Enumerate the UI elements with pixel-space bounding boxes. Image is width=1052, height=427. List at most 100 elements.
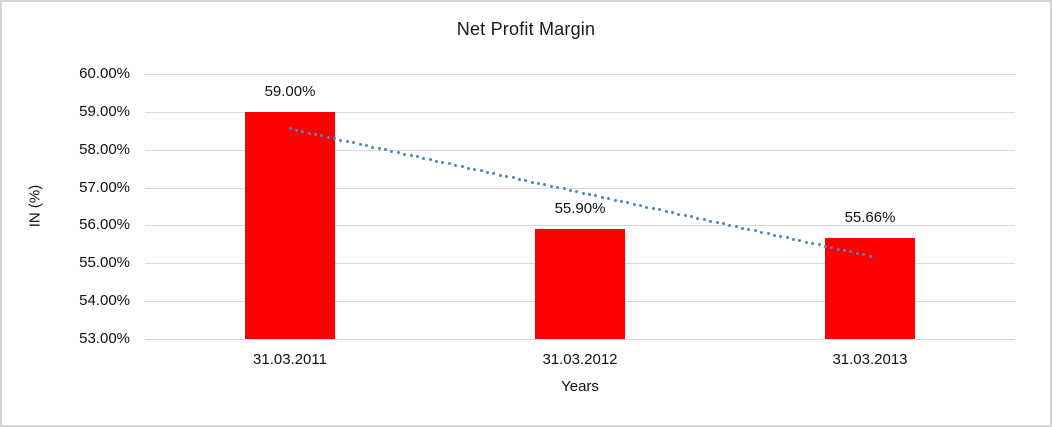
gridline [145,111,1015,113]
x-tick-label: 31.03.2012 [542,351,618,368]
trendline-dot [607,197,611,201]
gridline [145,339,1015,340]
trendline-dot [613,198,617,202]
trendline-dot [556,186,560,190]
trendline-dot [568,188,572,192]
trendline-dot [492,172,496,176]
plot-area: 60.00% 59.00% 58.00% 57.00% 56.00% 55.00% 54.0… [79,65,1015,368]
trendline-dot [415,155,419,159]
y-axis-title: IN (%) [26,184,44,228]
trendline-dot [709,219,713,223]
trendline-dot [588,193,592,197]
trendline-dot [524,179,528,183]
trendline-dot [403,152,407,156]
trendline-dot [715,221,719,225]
trendline-dot [396,151,400,155]
trendline-dot [333,137,337,141]
x-tick-label: 31.03.2011 [253,351,327,368]
trendline-dot [811,242,815,245]
trendline-dot [747,228,751,232]
gridline [145,225,1015,227]
trendline-dot [868,254,872,258]
trendline-dot [741,226,745,230]
trendline-dot [862,253,866,257]
bar [535,229,625,339]
trendline-dot [454,163,458,167]
trendline-dot [562,187,566,191]
trendline-dot [543,183,547,187]
trendline-dot [377,146,381,150]
trendline-dot [288,127,292,131]
trendline-dot [301,130,305,134]
trendline-dot [651,207,655,211]
trendline-dot [645,205,649,209]
trendline-dot [677,212,681,216]
trendline-dot [626,201,630,205]
trendline-dot [779,235,783,239]
trendline-dot [511,176,515,180]
trendline-dot [294,128,298,132]
trendline-dot [734,225,738,229]
trendline-dot [632,202,636,206]
trendline-dot [728,223,732,227]
trendline-dot [849,250,853,254]
trendline-dot [792,237,796,241]
trendline-dot [670,211,674,215]
trendline-dot [460,165,464,169]
trendline-dot [804,240,808,244]
trendline-dot [600,195,604,199]
y-tick-label: 58.00% [79,140,130,158]
trendline-dot [619,200,623,204]
trendline-dot [702,218,706,222]
trendline-dot [696,216,700,220]
trendline-dot [690,215,694,219]
x-tick-label: 31.03.2013 [832,351,908,368]
trendline-dot [384,148,388,152]
trendline-dot [505,174,509,178]
y-tick-label: 56.00% [79,216,130,234]
gridline [145,149,1015,151]
y-tick-label: 59.00% [79,102,130,120]
trendline-dot [313,132,317,136]
trendline-dot [594,194,598,198]
trendline-dot [772,233,776,237]
bar-value-label: 59.00% [264,82,316,100]
trendline-dot [352,141,356,145]
trendline-dot [530,180,534,184]
trendline-dot [664,209,668,213]
gridline [145,187,1015,189]
y-tick-label: 60.00% [79,65,130,82]
trendline-dot [498,173,502,177]
trendline-dot [390,149,394,153]
trendline-dot [358,142,362,146]
trendline-dot [409,153,413,157]
trendline-dot [447,162,451,166]
trendline-dot [473,167,477,171]
trendline-dot [486,170,490,174]
trendline-dot [836,247,840,251]
trendline-dot [345,139,349,143]
gridline [145,74,1015,75]
trendline-dot [435,159,439,163]
trendline-dot [855,251,859,255]
trendline-dot [441,160,445,164]
trendline-dot [753,229,757,233]
trendline-dot [575,190,579,194]
trendline-dot [479,169,483,173]
trendline-dot [428,158,432,162]
trendline-dot [517,177,521,181]
trendline-dot [721,222,725,226]
bar [245,111,335,339]
trendline-dot [830,246,834,250]
y-tick-label: 53.00% [79,330,130,347]
trendline-dot [371,145,375,149]
trendline-dot [339,138,343,142]
chart-title: Net Profit Margin [456,19,596,39]
bar [825,238,915,339]
trendline-dot [766,232,770,236]
trendline-dot [843,249,846,252]
bar-value-label: 55.66% [844,209,896,227]
trendline-dot [466,166,470,170]
trendline-dot [658,208,662,212]
